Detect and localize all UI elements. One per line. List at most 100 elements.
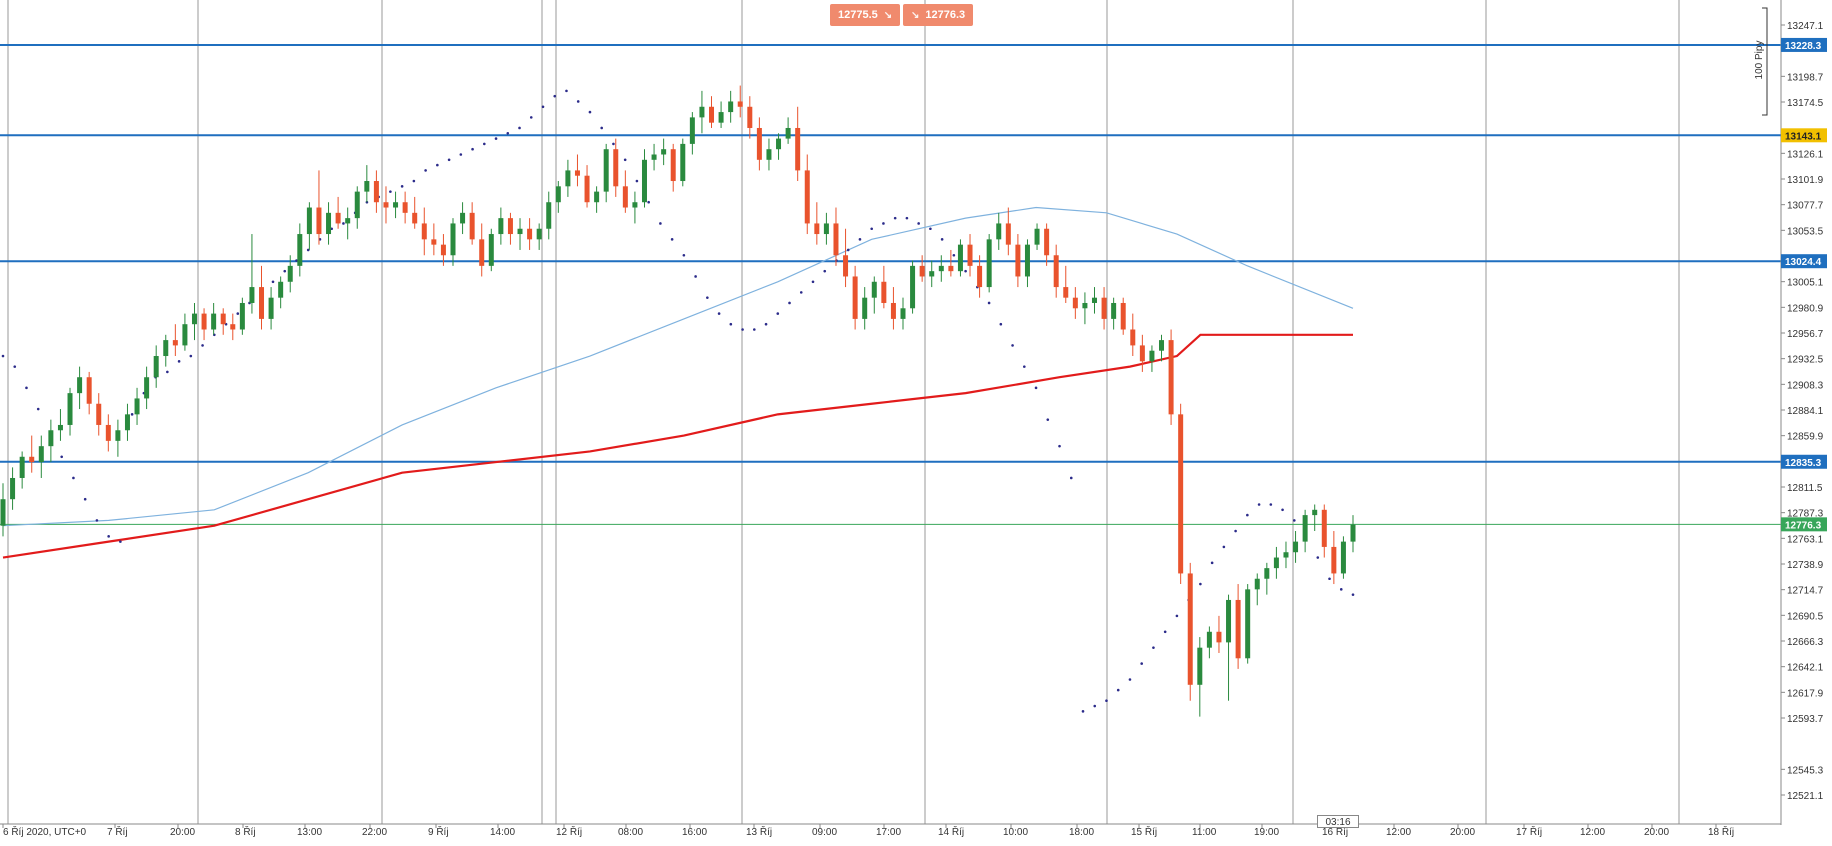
x-tick-label: 09:00 (812, 827, 837, 838)
psar-dot (729, 322, 733, 326)
candle (86, 371, 92, 415)
candle (498, 207, 504, 245)
svg-text:13143.1: 13143.1 (1785, 131, 1822, 142)
candle (1101, 287, 1107, 330)
candle (67, 387, 73, 436)
candle (890, 287, 896, 330)
candle (1283, 541, 1289, 569)
candle (1187, 562, 1193, 701)
psar-dot (471, 147, 474, 151)
candle (709, 96, 715, 128)
psar-dot (1, 354, 5, 358)
x-tick-label: 11:00 (1192, 827, 1217, 838)
candle (306, 202, 312, 250)
candle (776, 133, 782, 160)
buy-button[interactable]: ↘ 12776.3 (903, 4, 974, 26)
candle (134, 387, 140, 425)
psar-dot (1128, 678, 1132, 681)
candle (172, 324, 178, 357)
candle (546, 191, 552, 240)
price-tag[interactable]: 13024.4 (1781, 254, 1827, 269)
price-tag[interactable]: 13143.1 (1781, 128, 1827, 143)
psar-dot (166, 370, 169, 374)
psar-dot (412, 179, 416, 183)
psar-dot (1046, 418, 1050, 421)
candle (1005, 207, 1011, 256)
candle (230, 313, 236, 341)
candle (823, 212, 829, 245)
psar-dot (858, 238, 862, 241)
candle (1178, 403, 1184, 585)
y-tick-label: 12932.5 (1787, 355, 1824, 366)
x-tick-label: 8 Říj (235, 825, 256, 838)
y-tick-label: 12714.7 (1787, 586, 1824, 597)
x-tick-label: 15 Říj (1131, 825, 1157, 838)
psar-dot (647, 200, 650, 204)
y-tick-label: 13101.9 (1787, 175, 1824, 186)
psar-dot (623, 158, 627, 162)
psar-dot (518, 126, 521, 130)
candle (1024, 239, 1030, 288)
psar-dot (36, 407, 40, 411)
x-tick-label: 17:00 (876, 827, 901, 838)
candle (1350, 515, 1356, 553)
x-tick-label: 14 Říj (938, 825, 964, 838)
candle (144, 366, 150, 410)
psar-dot (1163, 630, 1167, 634)
candle (412, 196, 418, 229)
price-tag[interactable]: 12776.3 (1781, 517, 1827, 532)
y-tick-label: 13247.1 (1787, 21, 1824, 32)
price-tag[interactable]: 13228.3 (1781, 37, 1827, 52)
psar-dot (1281, 508, 1284, 512)
psar-dot (306, 248, 310, 252)
psar-dot (1011, 344, 1014, 347)
candle (833, 207, 839, 266)
candle (957, 239, 963, 277)
psar-dot (964, 269, 967, 273)
candle (48, 419, 54, 463)
candle (1331, 531, 1337, 585)
psar-dot (1257, 503, 1261, 506)
candle (383, 186, 389, 224)
candle (38, 435, 44, 478)
psar-dot (588, 110, 592, 114)
candle (900, 297, 906, 330)
candle (699, 90, 705, 134)
psar-dot (1105, 699, 1108, 703)
psar-dot (952, 253, 956, 257)
psar-dot (424, 169, 427, 172)
y-tick-label: 12545.3 (1787, 765, 1824, 776)
psar-dot (1246, 513, 1249, 517)
psar-dot (506, 131, 510, 135)
candle (565, 159, 571, 197)
candle (1235, 584, 1241, 669)
psar-dot (1316, 556, 1320, 559)
candle (594, 186, 600, 213)
candle (881, 265, 887, 309)
psar-dot (940, 238, 944, 241)
psar-dot (459, 153, 463, 156)
y-tick-label: 12738.9 (1787, 560, 1824, 571)
psar-dot (717, 312, 721, 315)
candle (804, 154, 810, 235)
candle (287, 255, 293, 293)
psar-dot (107, 535, 110, 538)
candle (402, 191, 408, 224)
x-tick-label: 20:00 (170, 827, 195, 838)
candle (460, 202, 466, 235)
candle (1312, 504, 1318, 532)
x-tick-label: 7 Říj (107, 825, 128, 838)
psar-dot (529, 116, 533, 119)
candle (1216, 615, 1222, 653)
candle (852, 265, 858, 330)
psar-dot (400, 185, 404, 188)
psar-dot (494, 137, 498, 140)
x-tick-label: 08:00 (618, 827, 643, 838)
y-tick-label: 12980.9 (1787, 303, 1824, 314)
price-tag[interactable]: 12835.3 (1781, 454, 1827, 469)
candle (1034, 223, 1040, 250)
sell-button[interactable]: 12775.5 ↘ (830, 4, 901, 26)
candle (843, 228, 849, 288)
